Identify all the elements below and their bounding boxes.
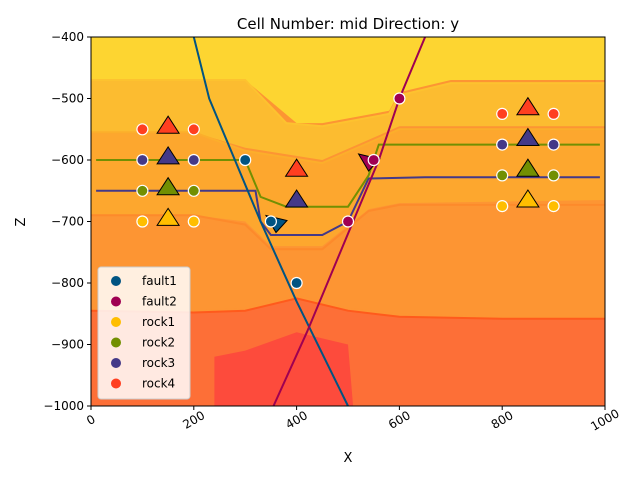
background-layer-3 bbox=[91, 129, 605, 247]
point-rock2 bbox=[136, 184, 149, 197]
fault-lines bbox=[192, 37, 427, 406]
legend-box bbox=[97, 266, 191, 400]
legend-marker-fault2 bbox=[111, 296, 121, 307]
y-tick-label: −700 bbox=[51, 215, 84, 229]
orientation-rock3 bbox=[284, 189, 309, 208]
orientation-rock4 bbox=[284, 158, 309, 177]
layer-boundary-4 bbox=[91, 297, 605, 320]
background-layer-6 bbox=[214, 332, 354, 406]
fault-line-fault2 bbox=[272, 37, 427, 406]
point-fault2 bbox=[367, 153, 380, 167]
orientation-rock2 bbox=[515, 158, 540, 177]
y-tick-label: −400 bbox=[51, 30, 84, 44]
fault-line-fault1 bbox=[192, 37, 349, 406]
chart-title: Cell Number: mid Direction: y bbox=[237, 15, 459, 33]
y-axis: −1000 −900 −800 −700 −600 −500 −400 bbox=[43, 30, 91, 413]
point-fault2 bbox=[393, 92, 406, 105]
point-fault1 bbox=[239, 153, 252, 167]
orientation-rock1 bbox=[156, 207, 181, 226]
orientation-rock4 bbox=[156, 115, 181, 134]
legend-marker-rock2 bbox=[111, 337, 121, 348]
y-axis-label: Z bbox=[14, 217, 29, 226]
point-rock1 bbox=[187, 215, 200, 228]
point-rock4 bbox=[496, 107, 509, 121]
point-rock2 bbox=[187, 184, 200, 197]
layer-boundary-3 bbox=[91, 203, 605, 251]
point-rock1 bbox=[496, 200, 509, 213]
contact-lines bbox=[96, 143, 600, 236]
y-tick-label: −600 bbox=[51, 153, 84, 167]
legend-marker-rock3 bbox=[111, 358, 121, 368]
point-fault1 bbox=[264, 215, 277, 228]
data-points bbox=[136, 92, 560, 290]
layer-boundary-1 bbox=[91, 79, 605, 128]
background-layer-1 bbox=[91, 37, 605, 124]
legend-marker-rock1 bbox=[111, 317, 121, 327]
y-tick-label: −1000 bbox=[43, 399, 84, 413]
y-tick-label: −500 bbox=[51, 92, 84, 106]
point-rock2 bbox=[496, 169, 509, 182]
point-rock4 bbox=[136, 123, 149, 136]
point-rock3 bbox=[187, 153, 200, 167]
point-rock4 bbox=[547, 107, 560, 121]
orientation-rock3 bbox=[515, 127, 540, 146]
orientation-rock4 bbox=[515, 96, 540, 116]
contact-line-rock3 bbox=[96, 176, 600, 236]
legend-label-rock3: rock3 bbox=[142, 356, 175, 370]
orientation-rock2 bbox=[156, 176, 181, 196]
point-rock2 bbox=[547, 169, 560, 182]
plot-area bbox=[91, 37, 605, 406]
point-rock3 bbox=[547, 138, 560, 151]
legend: fault1 fault2 rock1 rock2 rock3 rock4 bbox=[97, 266, 191, 400]
legend-label-rock2: rock2 bbox=[142, 336, 175, 350]
contact-line-rock2 bbox=[96, 143, 600, 208]
orientation-rock1 bbox=[515, 189, 540, 208]
point-rock1 bbox=[547, 200, 560, 213]
legend-label-fault2: fault2 bbox=[142, 295, 177, 309]
background-layer-4 bbox=[91, 204, 605, 317]
legend-marker-rock4 bbox=[111, 378, 121, 389]
point-rock4 bbox=[187, 123, 200, 136]
orientation-rock3 bbox=[156, 145, 181, 165]
background-layers bbox=[91, 37, 605, 406]
background-layer-2 bbox=[91, 80, 605, 160]
point-fault2 bbox=[341, 215, 355, 228]
point-rock1 bbox=[136, 215, 149, 228]
legend-label-rock1: rock1 bbox=[142, 315, 175, 329]
y-tick-label: −900 bbox=[51, 338, 84, 352]
y-tick-label: −800 bbox=[51, 276, 84, 290]
point-fault1 bbox=[290, 276, 303, 290]
x-axis-label: X bbox=[344, 451, 353, 466]
point-rock3 bbox=[496, 138, 509, 151]
legend-marker-fault1 bbox=[111, 276, 121, 286]
legend-label-rock4: rock4 bbox=[142, 377, 175, 391]
point-rock3 bbox=[136, 153, 149, 167]
legend-label-fault1: fault1 bbox=[142, 274, 177, 288]
